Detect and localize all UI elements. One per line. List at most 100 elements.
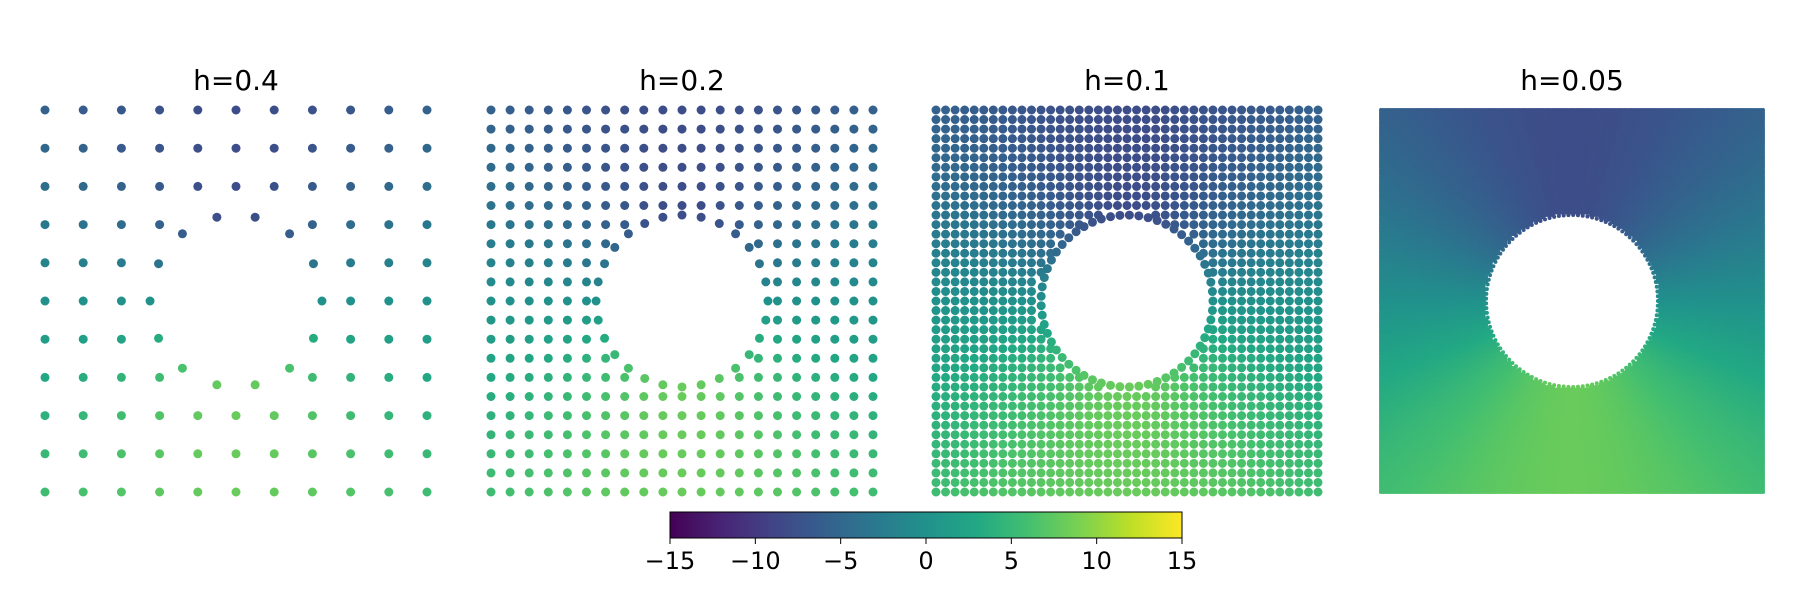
data-point xyxy=(1007,210,1017,220)
data-point xyxy=(269,143,279,153)
data-point xyxy=(1160,487,1170,497)
data-point xyxy=(1313,239,1323,249)
data-point xyxy=(941,134,951,144)
data-point xyxy=(1237,258,1247,268)
data-point xyxy=(1265,372,1275,382)
data-point xyxy=(543,220,553,230)
data-point xyxy=(1007,162,1017,172)
data-point xyxy=(1055,477,1065,487)
data-point xyxy=(1237,344,1247,354)
data-point xyxy=(1103,105,1113,115)
data-point xyxy=(941,201,951,210)
data-point xyxy=(1294,344,1304,354)
data-point xyxy=(1284,248,1294,258)
data-point xyxy=(1246,172,1256,182)
data-point xyxy=(941,105,951,115)
data-point xyxy=(1141,430,1151,440)
data-point xyxy=(1189,181,1199,191)
data-point xyxy=(1198,210,1208,220)
data-point xyxy=(941,325,951,335)
data-point xyxy=(1046,449,1056,459)
data-point xyxy=(1246,105,1256,115)
data-point xyxy=(1198,487,1208,497)
panel-points xyxy=(1379,108,1765,494)
data-point xyxy=(1103,172,1113,182)
data-point xyxy=(1227,344,1237,354)
data-point xyxy=(1151,181,1161,191)
data-point xyxy=(1074,162,1084,172)
data-point xyxy=(505,124,515,134)
data-point xyxy=(1313,191,1323,201)
data-point xyxy=(931,296,941,306)
data-point xyxy=(486,143,496,153)
data-point xyxy=(941,210,951,220)
data-point xyxy=(1303,134,1313,144)
data-point xyxy=(1265,411,1275,421)
data-point xyxy=(1218,382,1227,392)
data-point xyxy=(1294,134,1304,144)
data-point xyxy=(1218,153,1227,163)
data-point xyxy=(1208,143,1218,153)
data-point xyxy=(969,239,979,249)
data-point xyxy=(1246,181,1256,191)
data-point xyxy=(1151,172,1161,182)
data-point xyxy=(1151,468,1161,478)
data-point xyxy=(1074,430,1084,440)
data-point xyxy=(155,143,165,153)
data-point xyxy=(610,350,620,360)
data-point xyxy=(1227,334,1237,344)
data-point xyxy=(950,372,960,382)
data-point xyxy=(1265,382,1275,392)
data-point xyxy=(1074,411,1084,421)
data-point xyxy=(1007,124,1017,134)
data-point xyxy=(1265,210,1275,220)
data-point xyxy=(830,372,840,382)
data-point xyxy=(979,353,989,363)
data-point xyxy=(562,430,572,440)
data-point xyxy=(384,372,394,382)
data-point xyxy=(1256,153,1266,163)
data-point xyxy=(620,392,630,401)
data-point xyxy=(78,411,88,421)
data-point xyxy=(307,372,317,382)
data-point xyxy=(505,392,515,401)
data-point xyxy=(231,143,241,153)
data-point xyxy=(1246,334,1256,344)
data-point xyxy=(1206,315,1216,325)
data-point xyxy=(582,353,591,363)
data-point xyxy=(1208,458,1218,468)
data-point xyxy=(1265,449,1275,459)
data-point xyxy=(1096,378,1106,388)
data-point xyxy=(1017,134,1027,144)
data-point xyxy=(868,487,878,497)
data-point xyxy=(1084,392,1094,401)
data-point xyxy=(1294,248,1304,258)
data-point xyxy=(988,239,998,249)
data-point xyxy=(1170,181,1180,191)
data-point xyxy=(1256,315,1266,325)
data-point xyxy=(1198,468,1208,478)
data-point xyxy=(1256,239,1266,249)
data-point xyxy=(1256,449,1266,459)
data-point xyxy=(1027,353,1036,363)
data-point xyxy=(792,468,802,478)
data-point xyxy=(753,487,763,497)
data-point xyxy=(1284,181,1294,191)
data-point xyxy=(1218,248,1227,258)
data-point xyxy=(1151,458,1161,468)
data-point xyxy=(1256,430,1266,440)
data-point xyxy=(1179,382,1189,392)
panel-title: h=0.2 xyxy=(639,64,725,97)
data-point xyxy=(1284,468,1294,478)
data-point xyxy=(1074,143,1084,153)
data-point xyxy=(1294,477,1304,487)
data-point xyxy=(1190,243,1200,253)
data-point xyxy=(715,143,725,153)
data-point xyxy=(1184,236,1194,246)
data-point xyxy=(1294,468,1304,478)
data-point xyxy=(1179,172,1189,182)
data-point xyxy=(1141,181,1151,191)
data-point xyxy=(1055,363,1065,373)
data-point xyxy=(1017,458,1027,468)
data-point xyxy=(1313,296,1323,306)
